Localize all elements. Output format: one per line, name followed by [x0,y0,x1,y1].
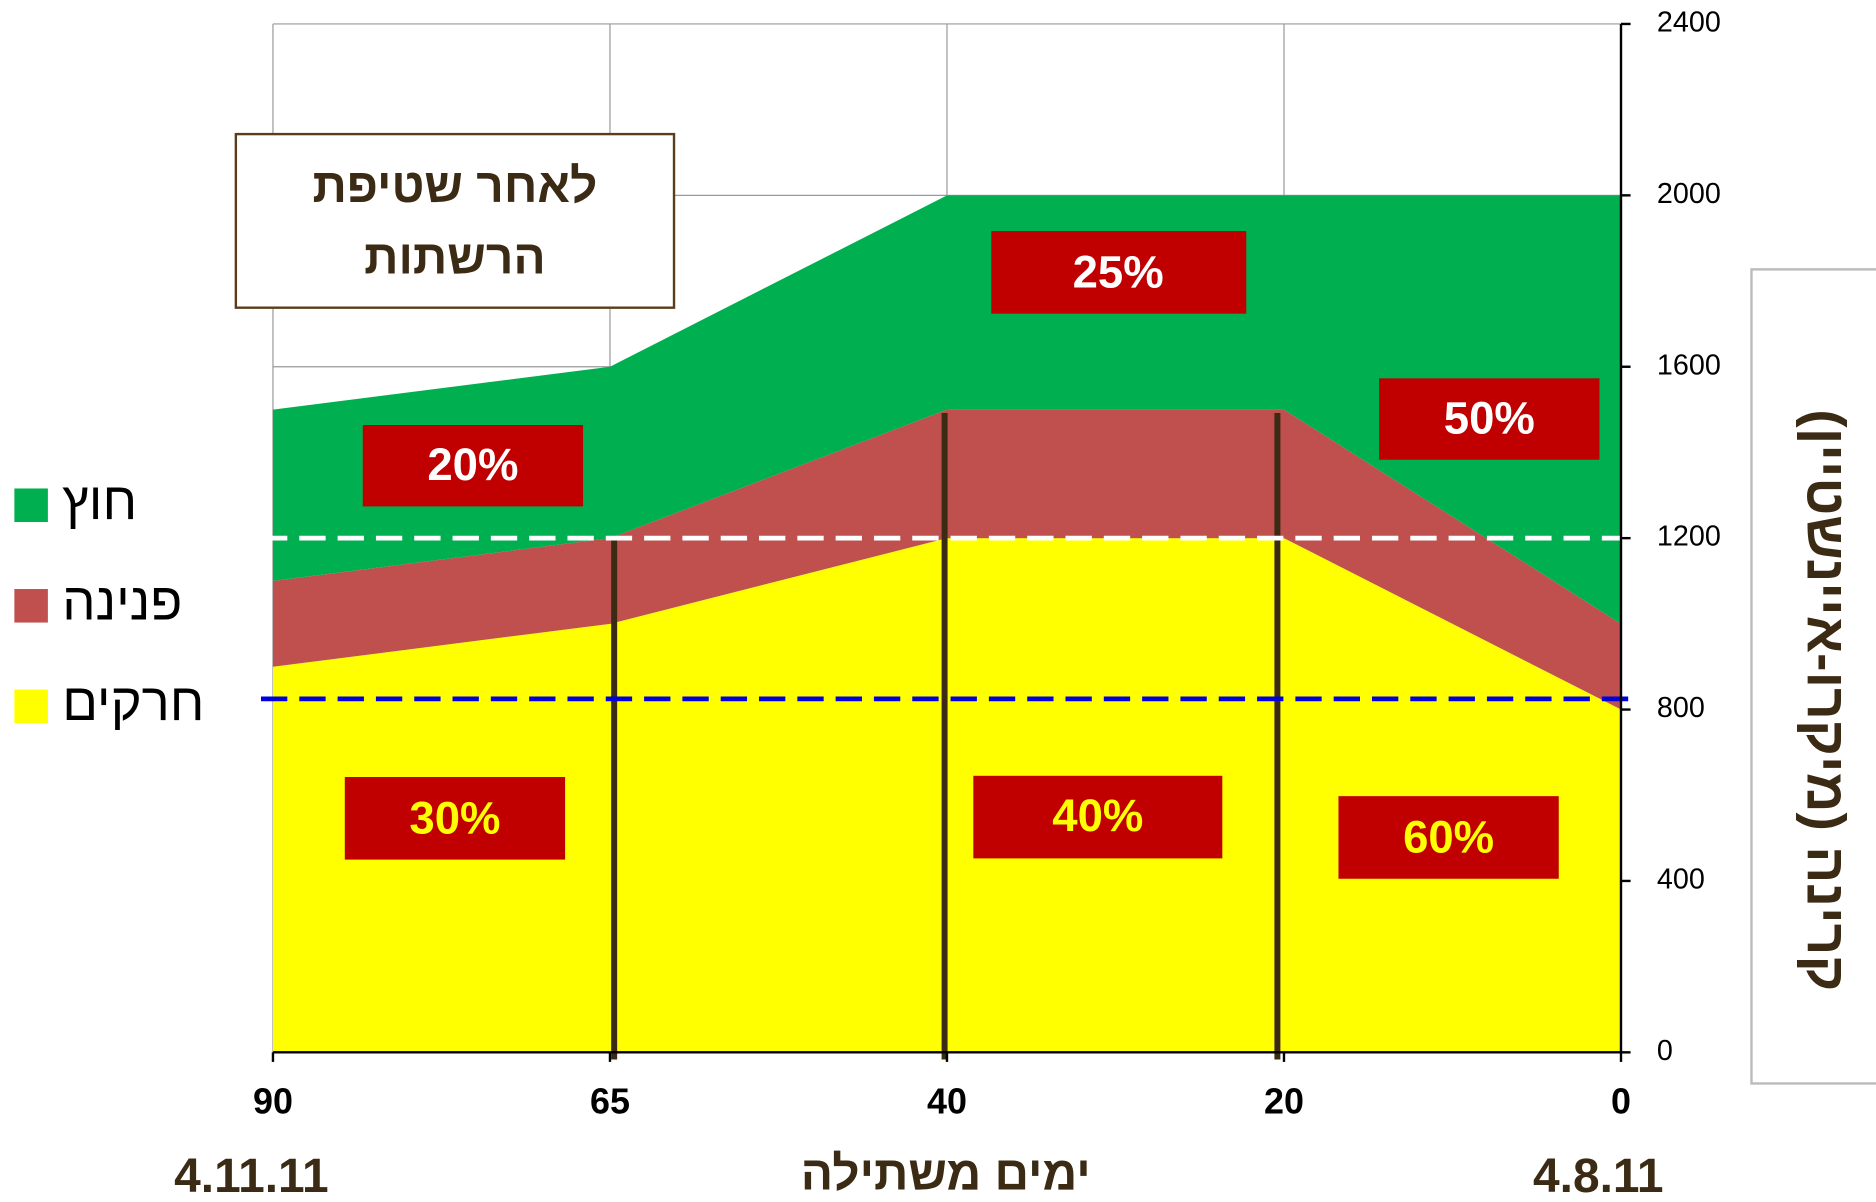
x-tick-label: 20 [1264,1080,1304,1121]
date-label: 4.11.11 [174,1150,328,1202]
annotation: 50% [1444,392,1535,443]
annotation: 20% [427,439,518,490]
legend: חוץ פנינה חרקים [14,472,204,732]
annotation-box [1338,796,1559,879]
annotation: 40% [1052,790,1143,841]
area [272,195,1621,624]
x-tick-label: 40 [927,1080,967,1121]
text-box-line: הרשתות [364,232,546,285]
y-tick-label: 800 [1657,692,1705,724]
y-tick-label: 0 [1657,1035,1673,1067]
area [272,409,1621,710]
annotation-box [973,775,1223,859]
x-axis-label: ימים משתילה [801,1147,1091,1200]
date-label: 4.8.11 [1533,1150,1663,1202]
y-tick-label: 2400 [1657,7,1721,39]
annotation: 30% [409,792,500,843]
annotation-box [1379,378,1600,460]
y-tick-label: 1600 [1657,349,1721,381]
y-tick-label: 2000 [1657,178,1721,210]
y-tick-label: 1200 [1657,521,1721,553]
legend-label: פנינה [62,573,182,632]
text-box [234,132,676,309]
annotation-box [991,231,1247,314]
overlay [260,413,1631,1060]
annotation-box [344,776,566,860]
y-label-box [1750,268,1876,1085]
annotation: 25% [1073,246,1164,297]
x-tick-label: 0 [1611,1080,1631,1121]
legend-label: חרקים [62,673,204,732]
annotation-box [362,425,584,507]
x-tick-label: 65 [590,1080,630,1121]
y-axis-label: קרינה (מיקרו-איינשטיין) [1796,409,1858,991]
legend-swatch [14,589,48,623]
legend-label: חוץ [62,472,137,531]
x-tick-label: 90 [253,1080,293,1121]
y-tick-label: 400 [1657,864,1705,896]
legend-swatch [14,488,48,522]
legend-swatch [14,689,48,724]
annotation: 60% [1403,811,1494,862]
text-box-line: לאחר שטיפת [312,160,597,213]
